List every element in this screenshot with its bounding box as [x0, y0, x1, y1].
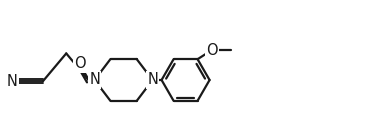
Text: O: O [74, 56, 85, 71]
Text: N: N [89, 72, 100, 87]
Text: N: N [7, 73, 18, 89]
Text: N: N [147, 72, 158, 87]
Text: O: O [206, 43, 217, 58]
